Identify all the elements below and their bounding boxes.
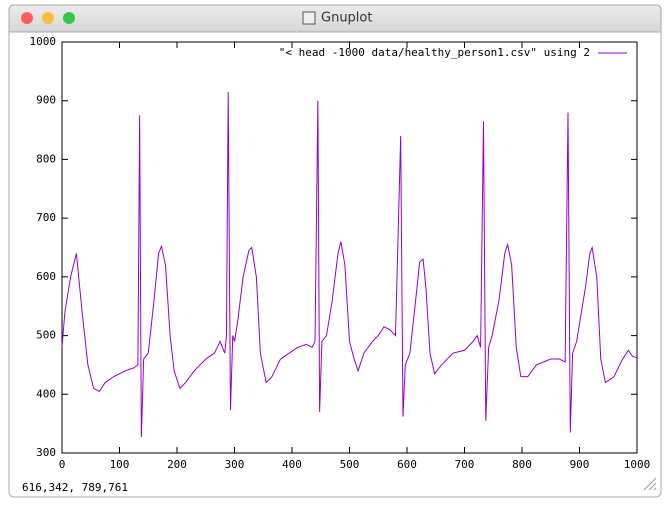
x-tick-label: 500 [340, 458, 360, 471]
x-tick-label: 0 [59, 458, 66, 471]
zoom-button[interactable] [63, 12, 75, 24]
window-title: Gnuplot [321, 11, 372, 26]
y-tick-label: 800 [36, 152, 56, 165]
window [8, 4, 662, 498]
x-tick-label: 900 [570, 458, 590, 471]
x-tick-label: 100 [110, 458, 130, 471]
close-button[interactable] [21, 12, 33, 24]
x-tick-label: 700 [455, 458, 475, 471]
x-tick-label: 1000 [624, 458, 651, 471]
y-tick-label: 900 [36, 94, 56, 107]
resize-grip[interactable] [643, 477, 657, 491]
y-tick-label: 500 [36, 329, 56, 342]
x-tick-label: 800 [512, 458, 532, 471]
minimize-button[interactable] [42, 12, 54, 24]
x-tick-label: 300 [225, 458, 245, 471]
x-tick-label: 600 [397, 458, 417, 471]
y-tick-label: 700 [36, 211, 56, 224]
y-tick-label: 1000 [30, 35, 57, 48]
status-text: 616,342, 789,761 [22, 481, 128, 494]
legend-label: "< head -1000 data/healthy_person1.csv" … [279, 46, 590, 59]
x-tick-label: 400 [282, 458, 302, 471]
y-tick-label: 600 [36, 270, 56, 283]
y-tick-label: 400 [36, 387, 56, 400]
x-tick-label: 200 [167, 458, 187, 471]
data-line [61, 91, 638, 438]
y-tick-label: 300 [36, 446, 56, 459]
x11-icon [302, 11, 316, 25]
title-bar [8, 4, 662, 33]
